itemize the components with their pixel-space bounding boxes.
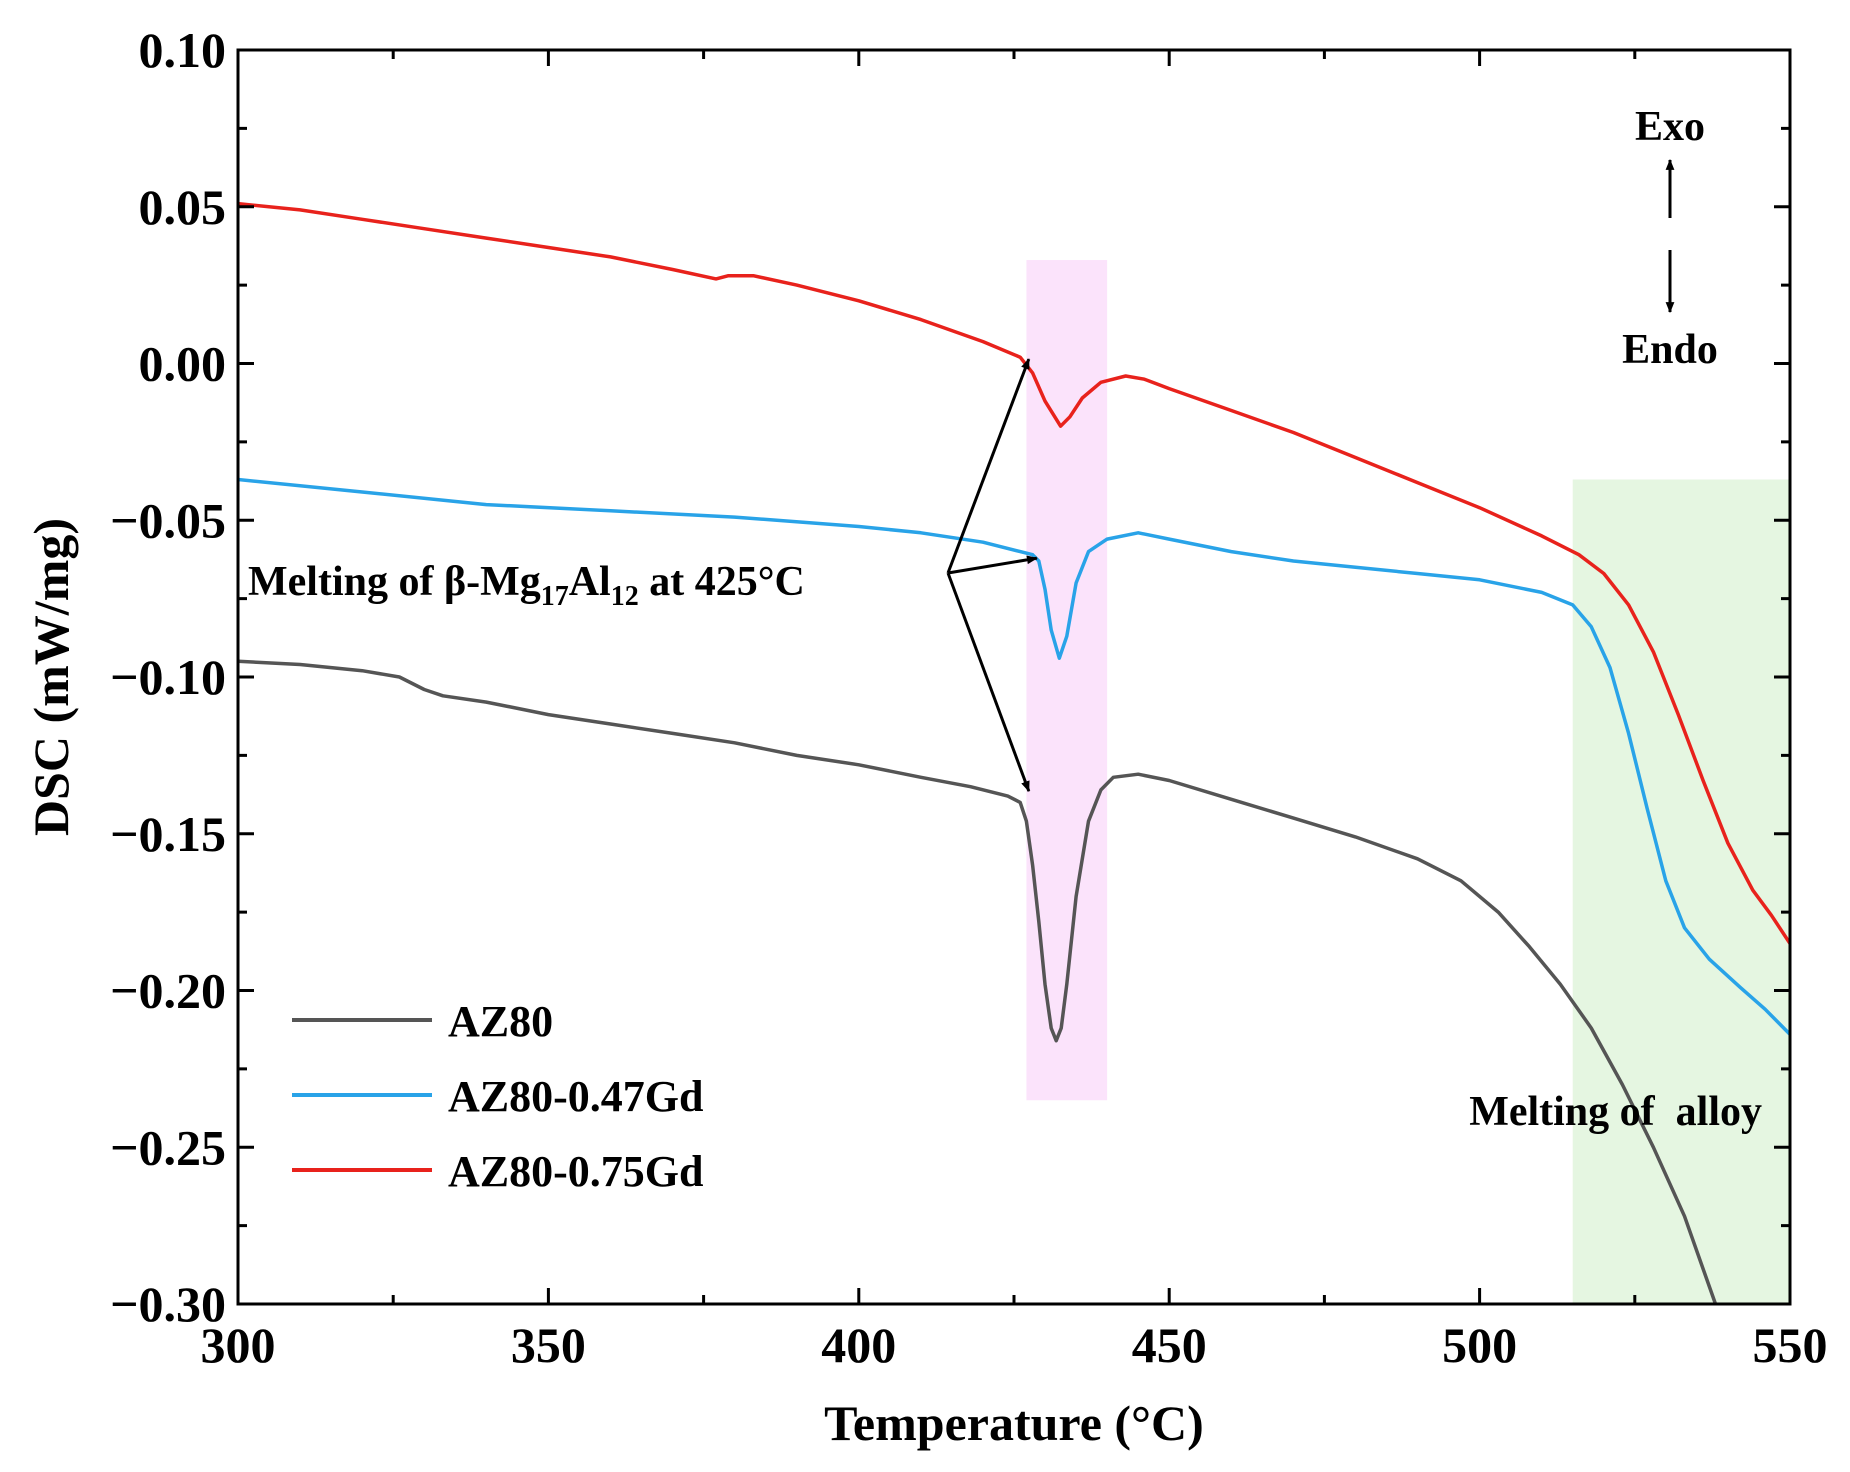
y-tick-label: −0.25 <box>110 1119 226 1175</box>
exo-label: Exo <box>1635 104 1705 150</box>
beta-annotation-arrow <box>946 572 1031 793</box>
beta-annotation-part: 17 <box>541 581 569 612</box>
beta-annotation-part: Melting of β-Mg <box>248 559 541 605</box>
beta-phase-annotation: Melting of β-Mg17Al12 at 425°C <box>248 559 805 612</box>
legend: AZ80 AZ80-0.47Gd AZ80-0.75Gd <box>292 997 703 1196</box>
shaded-region-2 <box>1572 479 1790 1304</box>
series-line-az80-0-47gd <box>238 477 1790 1037</box>
series-line-az80 <box>238 659 1718 1304</box>
shaded-region-1 <box>1026 260 1108 1101</box>
beta-annotation-arrow <box>947 555 1038 575</box>
y-tick-label: −0.30 <box>110 1276 226 1332</box>
x-axis-title: Temperature (°C) <box>824 1395 1204 1451</box>
y-axis-title: DSC (mW/mg) <box>23 518 79 836</box>
melting-alloy-label: Melting of alloy <box>1469 1089 1762 1135</box>
x-tick-label: 450 <box>1132 1317 1207 1373</box>
x-tick-label: 300 <box>201 1317 276 1373</box>
endo-label: Endo <box>1622 327 1718 373</box>
legend-label: AZ80 <box>448 997 553 1046</box>
y-tick-label: 0.10 <box>139 22 227 78</box>
x-tick-label: 400 <box>821 1317 896 1373</box>
y-tick-label: −0.15 <box>110 806 226 862</box>
legend-label: AZ80-0.47Gd <box>448 1072 703 1121</box>
y-tick-label: −0.10 <box>110 649 226 705</box>
y-tick-label: 0.00 <box>139 336 227 392</box>
legend-label: AZ80-0.75Gd <box>448 1147 703 1196</box>
y-tick-label: −0.05 <box>110 492 226 548</box>
x-tick-label: 500 <box>1442 1317 1517 1373</box>
y-tick-label: 0.05 <box>139 179 227 235</box>
beta-annotation-part: at 425°C <box>639 559 805 605</box>
x-tick-label: 550 <box>1753 1317 1828 1373</box>
beta-annotation-part: 12 <box>611 581 639 612</box>
series-line-az80-0-75gd <box>238 201 1790 946</box>
beta-annotation-arrow <box>946 358 1031 574</box>
x-tick-label: 350 <box>511 1317 586 1373</box>
y-tick-label: −0.20 <box>110 963 226 1019</box>
beta-annotation-part: Al <box>569 559 611 605</box>
